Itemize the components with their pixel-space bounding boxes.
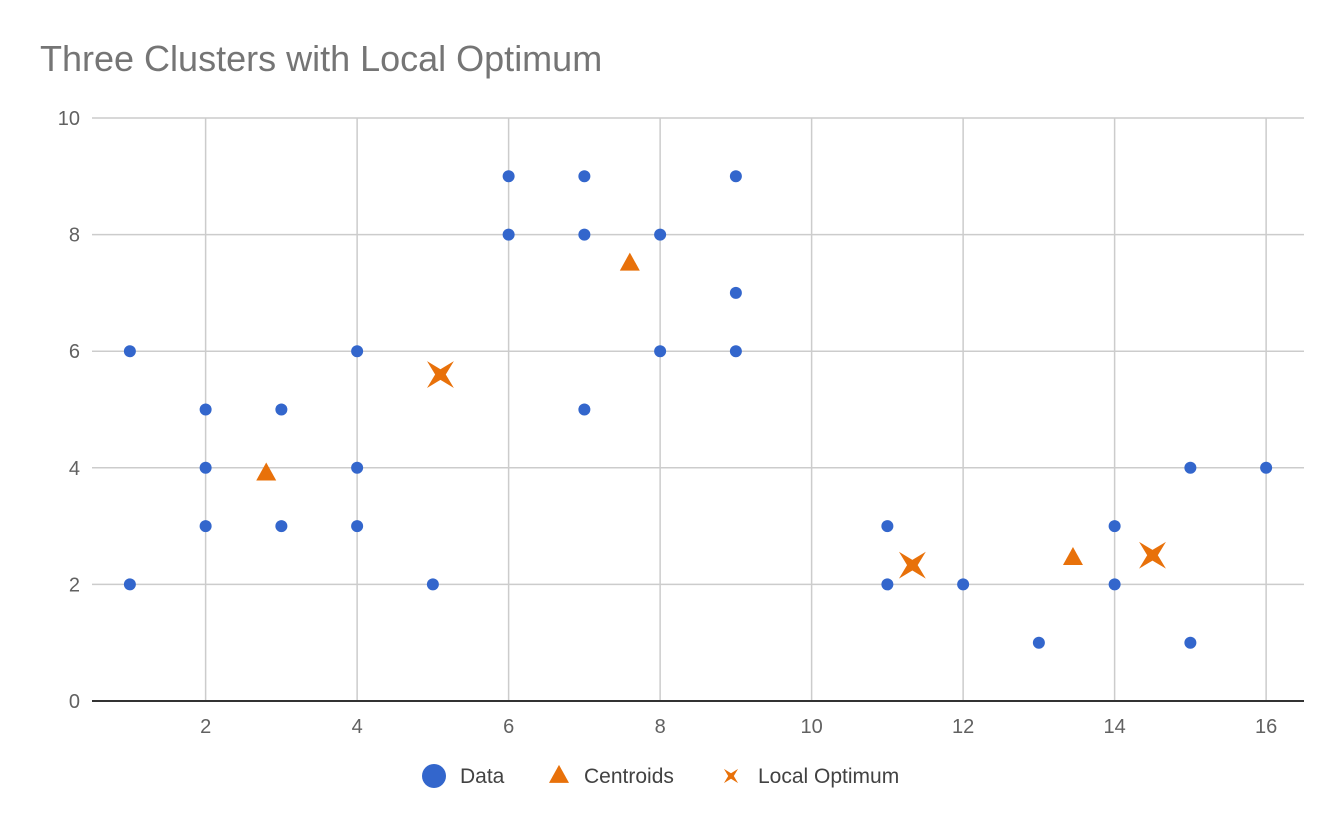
x-tick-label: 8	[655, 716, 666, 738]
data-point	[351, 520, 364, 533]
data-point	[729, 345, 742, 358]
data-point	[275, 403, 288, 416]
centroid-marker	[619, 252, 640, 271]
y-tick-label: 8	[69, 225, 80, 247]
data-point	[199, 461, 212, 474]
legend-label: Data	[460, 765, 505, 788]
y-tick-label: 6	[69, 341, 80, 363]
x-tick-label: 16	[1255, 716, 1277, 738]
data-point	[502, 170, 515, 183]
legend-label: Centroids	[584, 765, 674, 788]
legend-data-icon	[422, 764, 446, 788]
centroid-marker	[1062, 547, 1083, 566]
x-tick-label: 14	[1104, 716, 1126, 738]
data-point	[654, 345, 667, 358]
x-tick-label: 10	[801, 716, 823, 738]
chart-title: Three Clusters with Local Optimum	[40, 38, 603, 79]
legend-local-optimum-icon	[723, 768, 739, 784]
y-tick-label: 0	[69, 691, 80, 713]
data-point	[578, 403, 591, 416]
data-point	[123, 345, 136, 358]
legend-centroids-icon	[549, 764, 569, 783]
data-point	[578, 228, 591, 241]
y-tick-label: 10	[58, 108, 80, 130]
data-point	[502, 228, 515, 241]
data-point	[1184, 461, 1197, 474]
data-point	[729, 286, 742, 299]
data-point	[199, 403, 212, 416]
local-optimum-marker	[1139, 541, 1166, 569]
data-point	[654, 228, 667, 241]
data-point	[881, 578, 894, 591]
x-tick-label: 4	[352, 716, 363, 738]
y-tick-label: 4	[69, 458, 80, 480]
data-point	[957, 578, 970, 591]
legend-label: Local Optimum	[758, 765, 899, 788]
data-point	[1108, 578, 1121, 591]
x-tick-label: 6	[503, 716, 514, 738]
data-point	[1108, 520, 1121, 533]
data-point	[351, 461, 364, 474]
local-optimum-marker	[427, 361, 454, 388]
y-tick-label: 2	[69, 574, 80, 596]
data-point	[1032, 636, 1045, 649]
x-tick-label: 12	[952, 716, 974, 738]
local-optimum-marker	[898, 551, 926, 579]
data-point	[1260, 461, 1273, 474]
data-point	[351, 345, 364, 358]
data-point	[275, 520, 288, 533]
data-point	[1184, 636, 1197, 649]
data-point	[123, 578, 136, 591]
data-point	[729, 170, 742, 183]
x-tick-label: 2	[200, 716, 211, 738]
data-point	[426, 578, 439, 591]
data-point	[578, 170, 591, 183]
data-point	[881, 520, 894, 533]
data-point	[199, 520, 212, 533]
centroid-marker	[256, 462, 277, 481]
